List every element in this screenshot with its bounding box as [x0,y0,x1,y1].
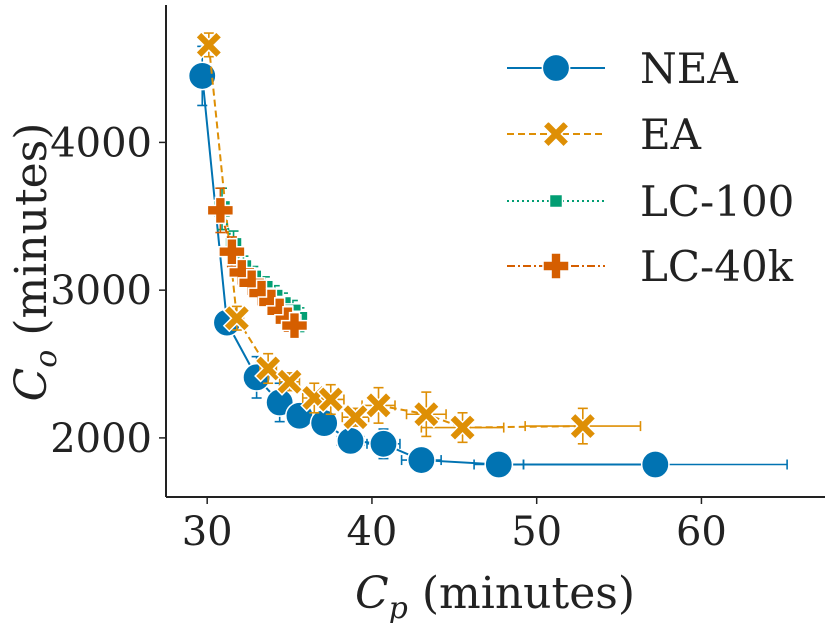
data-point [280,311,309,340]
x-tick-label: 50 [511,509,562,555]
data-point [206,196,235,225]
plot-area [187,30,788,479]
legend-label: NEA [640,44,738,93]
data-point [316,385,345,414]
data-point [568,412,597,441]
y-tick-label: 4000 [50,120,152,166]
y-tick-label: 3000 [50,268,152,314]
y-tick-label: 2000 [50,416,152,462]
legend-label: LC-40k [640,242,794,291]
data-point [412,400,441,429]
data-point [364,391,393,420]
y-axis-label: Co (minutes) [6,123,64,402]
legend-label: EA [640,110,702,159]
x-tick-label: 30 [182,509,233,555]
data-point [369,429,398,459]
data-point [222,304,251,333]
x-axis-label: Cp (minutes) [355,568,635,623]
data-point [406,445,436,475]
data-point [484,450,514,479]
legend: NEA EA LC-100 LC-40k [507,44,794,291]
data-point [448,413,477,442]
legend-item-lc-100: LC-100 [507,177,794,226]
legend-label: LC-100 [640,177,794,226]
series-line [207,44,583,429]
legend-marker [541,53,571,83]
legend-item-ea: EA [507,110,702,159]
data-point [187,61,217,91]
legend-marker [542,252,570,280]
x-tick-label: 60 [676,509,727,555]
legend-item-nea: NEA [507,44,738,93]
legend-marker [548,193,564,209]
data-point [336,426,365,456]
data-point [640,450,670,479]
axis-ticks: 30 40 50 60 2000 3000 4000 [50,120,727,555]
legend-marker [541,119,571,149]
data-point [341,403,370,432]
series-ea [194,30,642,445]
legend-item-lc-40k: LC-40k [507,242,794,291]
data-point [194,30,223,59]
series-lc-40k [206,187,309,340]
x-tick-label: 40 [346,509,397,555]
